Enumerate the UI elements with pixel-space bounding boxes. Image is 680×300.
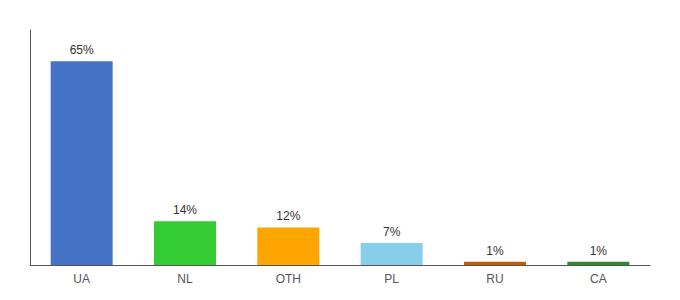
svg-text:65%: 65%	[70, 43, 94, 57]
svg-text:14%: 14%	[173, 203, 197, 217]
svg-text:12%: 12%	[276, 209, 300, 223]
svg-text:RU: RU	[486, 272, 503, 286]
svg-text:PL: PL	[384, 272, 399, 286]
svg-text:1%: 1%	[590, 244, 608, 258]
svg-text:1%: 1%	[486, 244, 504, 258]
svg-text:7%: 7%	[383, 225, 401, 239]
svg-text:UA: UA	[73, 272, 90, 286]
svg-text:NL: NL	[177, 272, 193, 286]
svg-text:CA: CA	[590, 272, 607, 286]
svg-text:OTH: OTH	[276, 272, 301, 286]
